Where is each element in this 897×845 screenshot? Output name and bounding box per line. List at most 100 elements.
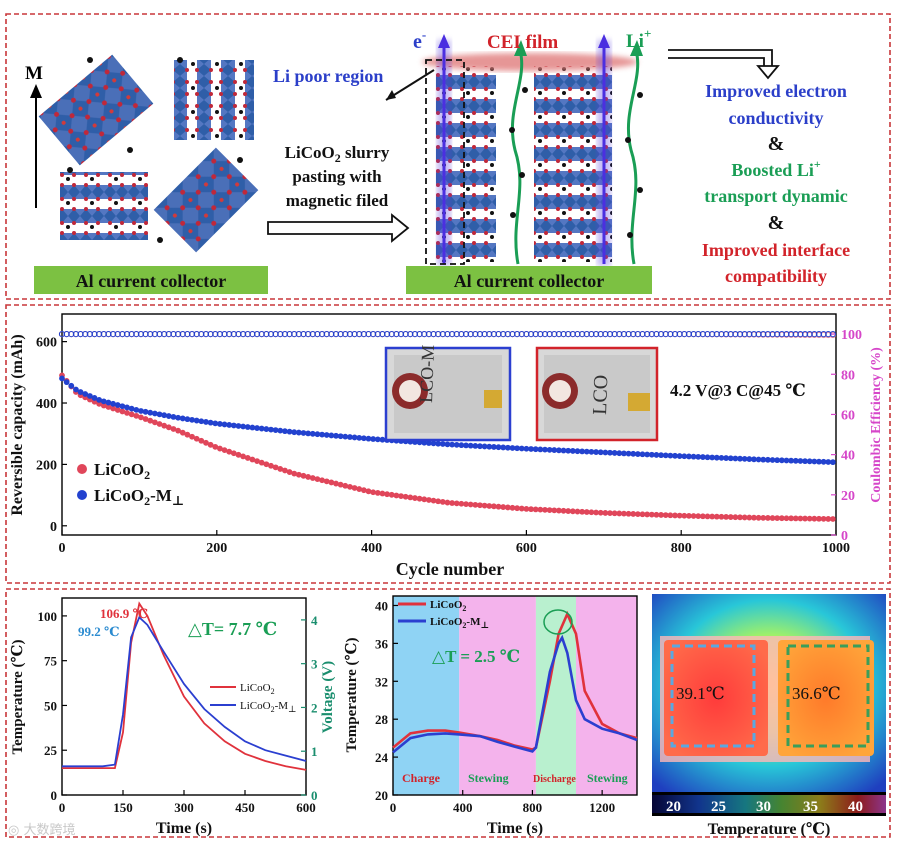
data-point	[713, 330, 720, 338]
data-point	[462, 330, 470, 338]
data-point	[672, 452, 678, 459]
data-point	[347, 434, 353, 440]
benefit-arrow	[668, 49, 773, 66]
data-point	[690, 453, 697, 460]
y-tick-label-32: 32	[375, 674, 388, 689]
data-point	[207, 330, 214, 338]
data-point	[551, 330, 558, 338]
data-point	[658, 512, 664, 518]
data-point	[439, 330, 446, 338]
data-point	[644, 451, 651, 458]
data-point	[607, 449, 613, 456]
data-point	[244, 455, 251, 461]
data-point	[100, 330, 107, 338]
data-point	[249, 330, 256, 338]
data-point	[713, 454, 720, 461]
data-point	[746, 330, 753, 338]
data-point	[258, 330, 265, 338]
data-point	[347, 483, 353, 490]
data-point	[704, 513, 711, 520]
data-point	[123, 330, 131, 338]
data-point	[179, 330, 186, 338]
data-point	[235, 330, 242, 338]
data-point	[671, 330, 679, 338]
data-point	[110, 400, 116, 407]
data-point	[574, 508, 581, 515]
data-point	[114, 402, 121, 408]
legend-tv-licoo2-m: LiCoO2-M⊥	[240, 700, 296, 714]
data-point	[142, 416, 149, 422]
data-point	[351, 330, 358, 338]
temp-legend: LiCoO2 LiCoO2-M⊥	[210, 682, 296, 714]
data-point	[216, 445, 223, 452]
delta-t-label-1: △T= 7.7 ℃	[188, 619, 277, 639]
data-point	[277, 427, 284, 434]
data-point	[249, 424, 256, 431]
thermal-image-panel: 39.1℃ 36.6℃ 20 25 30 35 40 Temperature (…	[652, 594, 886, 838]
data-point	[528, 506, 534, 513]
data-point	[360, 487, 367, 494]
data-point	[337, 433, 344, 440]
data-point	[653, 452, 660, 458]
data-point	[597, 509, 604, 516]
phase-label-stewing-2: Stewing	[587, 771, 628, 785]
data-point	[249, 456, 256, 463]
data-point	[574, 448, 581, 455]
data-point	[318, 330, 326, 338]
data-point	[495, 444, 502, 451]
data-point	[397, 330, 405, 338]
data-point	[593, 509, 599, 516]
data-point	[86, 393, 93, 399]
data-point	[105, 399, 112, 406]
data-point	[198, 437, 205, 444]
data-point	[333, 432, 339, 439]
data-point	[778, 515, 785, 522]
phase-legend: LiCoO2 LiCoO2-M⊥	[398, 599, 489, 630]
data-point	[444, 441, 451, 448]
data-point	[277, 330, 284, 338]
phase-temperature-chart: 0 400 800 1200 20 24 28 32 36 40 LiCoO2 LiCoO2-M⊥…	[344, 595, 638, 837]
data-point	[407, 330, 414, 338]
x-tick-label-300: 300	[174, 800, 194, 815]
data-point	[63, 330, 70, 338]
data-point	[514, 445, 521, 452]
data-point	[156, 421, 163, 427]
data-point	[184, 330, 191, 338]
series-1	[59, 375, 836, 466]
data-point	[147, 417, 154, 424]
ampersand-1: &	[768, 133, 785, 155]
data-point	[542, 506, 548, 513]
data-point	[165, 424, 172, 431]
data-point	[147, 330, 154, 338]
data-point	[477, 502, 483, 509]
data-point	[681, 453, 688, 460]
data-point	[393, 492, 400, 499]
data-point	[193, 330, 200, 338]
data-point	[435, 330, 442, 338]
data-point	[542, 446, 548, 453]
cell-photo-label-2: LCO	[589, 374, 612, 415]
data-point	[383, 330, 391, 338]
colorbar-tick-20: 20	[666, 799, 681, 815]
data-point	[611, 330, 618, 338]
data-point	[676, 512, 683, 519]
y2-tick-label-0: 0	[841, 529, 848, 544]
data-point	[449, 500, 455, 506]
data-point	[718, 330, 725, 338]
data-point	[332, 330, 340, 338]
data-point	[230, 330, 237, 338]
data-point	[523, 445, 530, 452]
data-point	[518, 330, 525, 338]
data-point	[806, 515, 813, 522]
y2-tick-label-0: 0	[311, 788, 318, 803]
data-point	[291, 429, 298, 436]
data-point	[412, 495, 418, 501]
data-point	[713, 513, 720, 520]
legend-label-licoo2: LiCoO2	[94, 460, 150, 482]
phase-label-stewing-1: Stewing	[468, 771, 509, 785]
data-point	[801, 330, 809, 338]
data-point	[337, 330, 344, 338]
data-point	[820, 330, 827, 338]
data-point	[816, 515, 822, 522]
data-point	[523, 506, 530, 512]
